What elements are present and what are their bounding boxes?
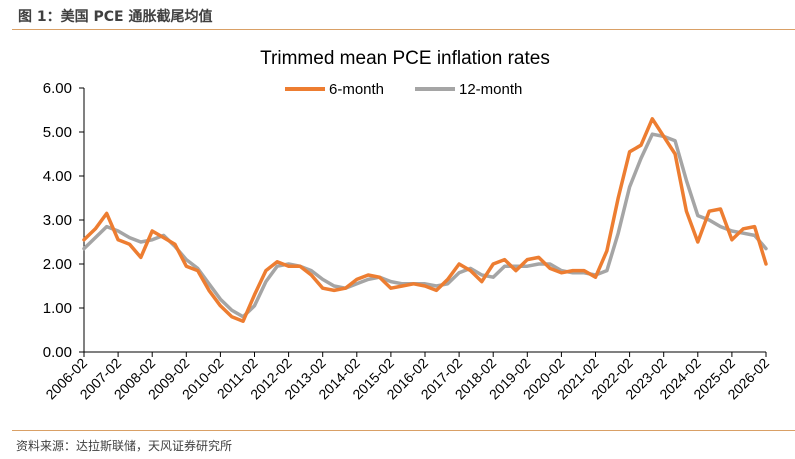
- chart-title: Trimmed mean PCE inflation rates: [260, 48, 550, 69]
- y-tick-label: 3.00: [43, 212, 72, 229]
- y-tick-label: 2.00: [43, 256, 72, 273]
- top-divider: [12, 29, 795, 30]
- y-tick-label: 4.00: [43, 168, 72, 185]
- legend-label: 6-month: [329, 81, 384, 98]
- legend: 6-month 12-month: [285, 81, 522, 98]
- y-tick-label: 6.00: [43, 80, 72, 97]
- legend-label: 12-month: [459, 81, 522, 98]
- series-line-12-month: [82, 132, 768, 319]
- bottom-divider: [12, 430, 795, 431]
- y-tick-label: 0.00: [43, 344, 72, 361]
- series-line-6-month: [82, 117, 768, 323]
- source-note: 资料来源：达拉斯联储，天风证券研究所: [16, 439, 233, 453]
- y-tick-label: 5.00: [43, 124, 72, 141]
- figure-label: 图 1：美国 PCE 通胀截尾均值: [18, 9, 213, 25]
- y-axis: 0.00 1.00 2.00 3.00 4.00 5.00 6.00: [43, 80, 85, 361]
- y-tick-label: 1.00: [43, 300, 72, 317]
- chart: Trimmed mean PCE inflation rates 6-month…: [42, 48, 772, 402]
- series-group: [82, 117, 768, 323]
- x-axis: 2006-022007-022008-022009-022010-022011-…: [42, 351, 772, 402]
